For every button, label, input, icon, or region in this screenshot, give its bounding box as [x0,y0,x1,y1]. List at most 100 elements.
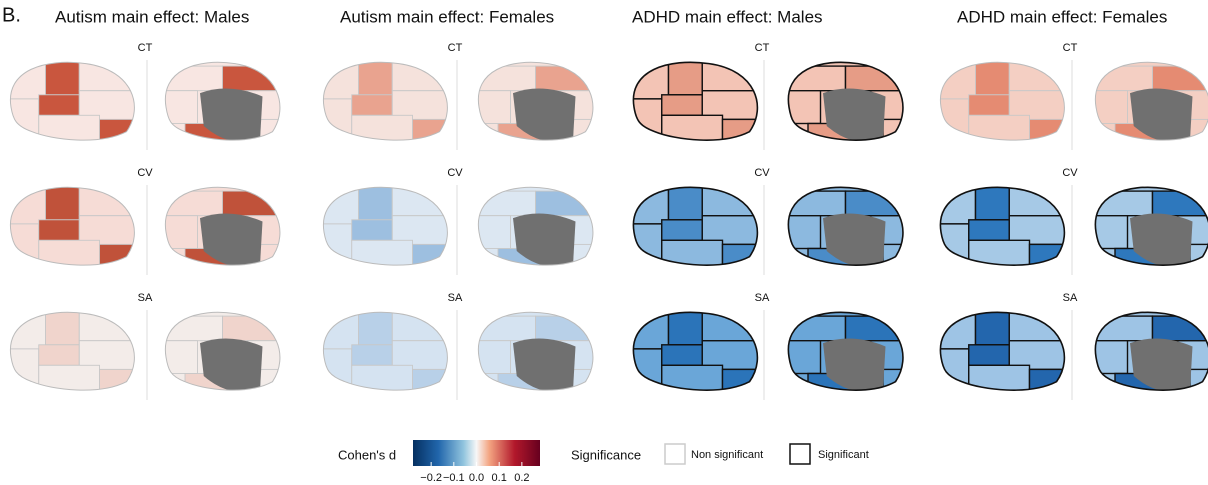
colorbar-tick-label: 0.0 [469,472,484,484]
measure-label: CT [755,42,770,54]
region [5,224,39,269]
region [392,187,453,216]
region [662,220,703,241]
hemisphere [318,62,453,144]
region [1030,244,1071,269]
measure-label: CT [138,42,153,54]
region [662,345,703,366]
region [846,316,909,341]
region [100,119,141,144]
region [223,191,286,216]
region [46,62,80,95]
region [662,95,703,116]
region [5,349,39,394]
region [46,187,80,220]
region [969,95,1010,116]
region [723,369,764,394]
region [976,187,1010,220]
region [79,62,140,91]
legend-label: Significant [818,449,869,461]
hemisphere [5,62,140,144]
region [223,316,286,341]
region [39,220,80,241]
region [46,312,80,345]
measure-label: CV [447,167,463,179]
region [79,312,140,341]
region [352,220,393,241]
region [352,95,393,116]
region [536,316,599,341]
region [723,119,764,144]
region [413,369,454,394]
region [392,312,453,341]
column-title: ADHD main effect: Males [632,7,823,26]
region [166,191,222,216]
legend-label: Non significant [691,449,763,461]
hemisphere [160,312,285,398]
region [479,191,535,216]
measure-label: SA [448,292,463,304]
hemisphere [935,312,1070,394]
measure-label: SA [138,292,153,304]
hemisphere [1090,187,1208,273]
region [223,66,286,91]
hemisphere [5,187,140,269]
region [669,62,703,95]
region [1153,191,1208,216]
region [39,95,80,116]
region [1030,369,1071,394]
region [318,99,352,144]
hemisphere [628,312,763,394]
region [723,244,764,269]
region [392,62,453,91]
region [413,119,454,144]
hemisphere [935,62,1070,144]
hemisphere [160,62,285,148]
measure-label: SA [755,292,770,304]
region [935,99,969,144]
figure: B. Autism main effect: Males Autism main… [0,0,1208,485]
measure-label: CV [1062,167,1078,179]
region [1009,62,1070,91]
hemisphere [5,312,140,394]
region [39,345,80,366]
region [79,187,140,216]
region [976,62,1010,95]
region [846,191,909,216]
region [166,316,222,341]
region [1009,312,1070,341]
region [1153,66,1208,91]
region [100,369,141,394]
region [318,349,352,394]
region [359,312,393,345]
column-title: Autism main effect: Females [340,7,554,26]
hemisphere [473,187,598,273]
region [1096,66,1152,91]
region [479,316,535,341]
colorbar-title: Cohen's d [338,447,396,462]
region [789,316,845,341]
region [846,66,909,91]
region [536,191,599,216]
region [702,62,763,91]
region [413,244,454,269]
hemisphere [628,187,763,269]
region [1096,316,1152,341]
measure-label: CT [1063,42,1078,54]
hemisphere [1090,312,1208,398]
region [352,345,393,366]
region [669,312,703,345]
hemisphere [1090,62,1208,148]
region [969,345,1010,366]
colorbar-tick-label: −0.2 [420,472,442,484]
region [702,187,763,216]
hemisphere [160,187,285,273]
region [166,66,222,91]
legend-swatch [665,444,685,464]
measure-label: CT [448,42,463,54]
region [702,312,763,341]
hemisphere [318,312,453,394]
region [318,224,352,269]
region [1096,191,1152,216]
measure-label: CV [754,167,770,179]
